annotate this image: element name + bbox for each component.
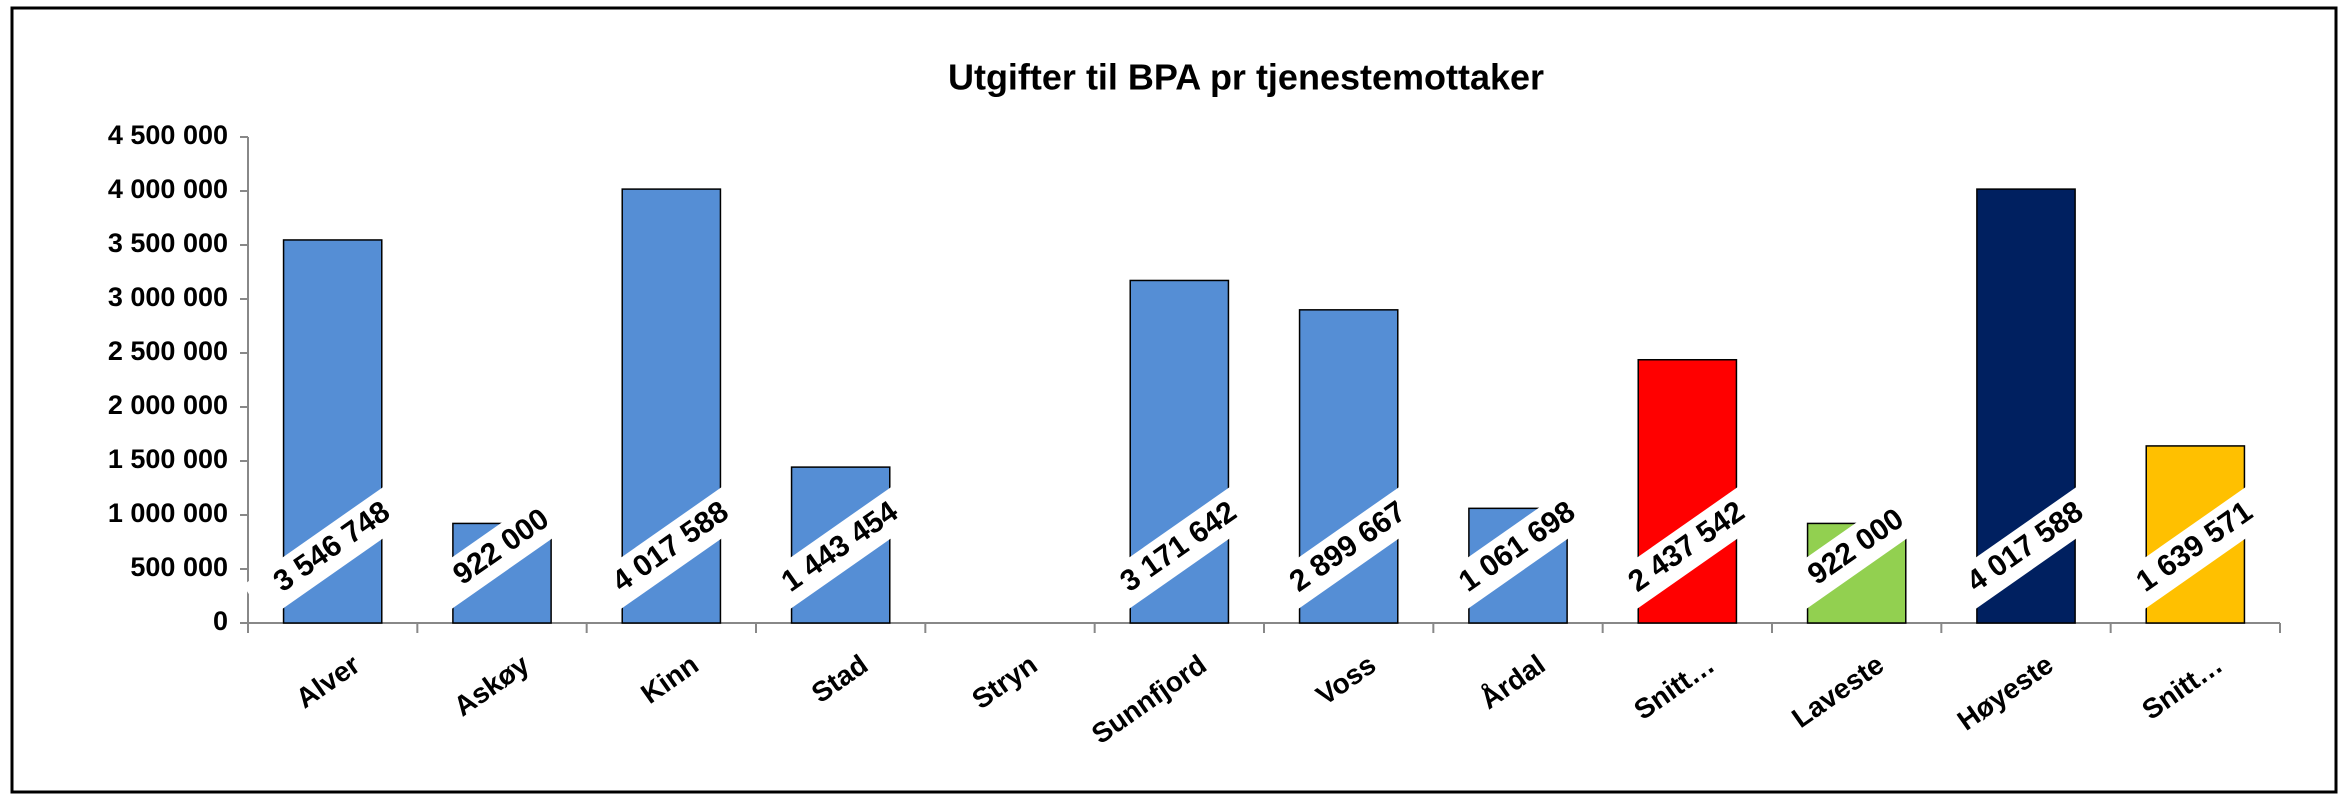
value-label-bg bbox=[750, 476, 931, 620]
value-label-bg bbox=[1428, 476, 1608, 620]
y-tick-label: 1 000 000 bbox=[108, 498, 228, 528]
y-tick-label: 500 000 bbox=[130, 552, 228, 582]
value-label-bg bbox=[581, 476, 762, 620]
value-label-bg bbox=[2105, 476, 2286, 620]
y-tick-label: 4 500 000 bbox=[108, 120, 228, 150]
y-tick-label: 0 bbox=[213, 606, 228, 636]
value-label-bg bbox=[1766, 476, 1947, 620]
value-label-bg bbox=[1597, 476, 1778, 620]
value-label-bg bbox=[412, 476, 592, 620]
y-tick-label: 2 000 000 bbox=[108, 390, 228, 420]
y-tick-label: 2 500 000 bbox=[108, 336, 228, 366]
y-tick-label: 3 500 000 bbox=[108, 228, 228, 258]
value-label-bg bbox=[242, 476, 423, 620]
y-tick-label: 3 000 000 bbox=[108, 282, 228, 312]
value-label-bg bbox=[1258, 476, 1439, 620]
value-label-bg bbox=[1936, 476, 2116, 620]
y-tick-label: 4 000 000 bbox=[108, 174, 228, 204]
value-label-bg bbox=[1089, 476, 1270, 620]
chart-title: Utgifter til BPA pr tjenestemottaker bbox=[948, 57, 1544, 98]
y-tick-label: 1 500 000 bbox=[108, 444, 228, 474]
